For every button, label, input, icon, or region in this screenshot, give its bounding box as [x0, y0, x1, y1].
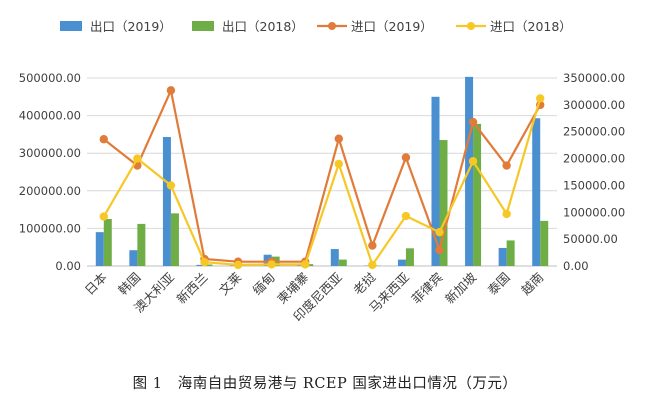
point-import-2019: [166, 86, 176, 95]
point-import-2018: [133, 154, 142, 163]
category-label: 泰国: [484, 270, 512, 298]
right-axis-tick-label: 100000.00: [563, 205, 625, 219]
point-import-2018: [401, 211, 411, 221]
point-import-2018: [435, 227, 444, 237]
legend-swatch: [60, 21, 82, 31]
point-import-2018: [334, 159, 343, 169]
bar-export-2019: [532, 118, 541, 267]
point-import-2018: [267, 260, 276, 269]
bar-export-2018: [439, 140, 448, 266]
bar-export-2019: [498, 247, 507, 266]
right-axis-tick-label: 350000.00: [563, 71, 625, 85]
bar-export-2019: [196, 264, 205, 266]
bar-export-2019: [397, 259, 406, 266]
bar-export-2018: [170, 213, 179, 266]
bar-export-2019: [129, 250, 138, 266]
figure-label: 图 1: [132, 376, 163, 392]
bar-export-2019: [330, 249, 339, 266]
figure-title: 海南自由贸易港与 RCEP 国家进出口情况（万元）: [177, 376, 518, 392]
left-axis-tick-label: 0.00: [55, 259, 81, 273]
right-axis-tick-label: 300000.00: [563, 98, 625, 112]
bar-export-2018: [473, 123, 482, 266]
left-axis-tick-label: 100000.00: [19, 221, 81, 235]
legend-label: 进口（2018）: [490, 19, 572, 34]
category-label: 缅甸: [249, 270, 277, 298]
bar-export-2018: [137, 223, 146, 266]
right-axis-tick-label: 150000.00: [563, 178, 625, 192]
category-label: 韩国: [115, 270, 143, 298]
point-import-2018: [99, 212, 108, 221]
point-import-2018: [166, 181, 176, 190]
line-import-2019: [103, 89, 542, 263]
point-import-2018: [233, 260, 243, 270]
left-axis-tick-label: 300000.00: [19, 146, 81, 160]
bar-export-2018: [103, 219, 112, 266]
point-import-2019: [435, 245, 444, 255]
legend-label: 出口（2018）: [222, 19, 304, 34]
bar-export-2018: [338, 259, 347, 266]
category-label: 菲律宾: [408, 270, 445, 307]
legend-marker: [467, 22, 475, 30]
point-import-2019: [468, 117, 478, 127]
right-axis-tick-label: 250000.00: [563, 125, 625, 139]
right-axis-tick-label: 200000.00: [563, 152, 625, 166]
bar-export-2019: [431, 96, 440, 266]
legend: 出口（2019） 出口（2018） 进口（2019） 进口（2018）: [60, 19, 572, 34]
bar-export-2018: [204, 264, 213, 266]
left-axis-tick-label: 400000.00: [19, 109, 81, 123]
point-import-2018: [468, 157, 478, 166]
bar-export-2019: [95, 232, 104, 266]
bar-export-2019: [162, 137, 171, 266]
legend-marker: [328, 22, 336, 30]
chart: 0.00 100000.00 200000.00 300000.00 400000.00…: [19, 19, 625, 324]
category-label: 新西兰: [173, 270, 210, 307]
point-import-2018: [368, 260, 377, 270]
category-label: 越南: [518, 270, 546, 298]
legend-swatch: [192, 21, 214, 31]
category-label: 新加坡: [442, 269, 479, 306]
bar-export-2019: [263, 254, 272, 266]
category-label: 日本: [82, 269, 111, 298]
point-import-2018: [502, 209, 511, 219]
category-label: 老挝: [350, 269, 379, 298]
left-axis-tick-label: 500000.00: [19, 71, 81, 85]
point-import-2018: [200, 258, 209, 267]
point-import-2019: [368, 241, 377, 250]
bar-export-2018: [506, 240, 515, 266]
left-axis-tick-label: 200000.00: [19, 184, 81, 198]
right-axis-tick-label: 0.00: [563, 259, 589, 273]
figure-caption: 图 1 海南自由贸易港与 RCEP 国家进出口情况（万元）: [0, 372, 650, 393]
bar-export-2018: [540, 220, 549, 266]
legend-label: 出口（2019）: [90, 19, 172, 34]
point-import-2018: [301, 260, 310, 269]
point-import-2019: [401, 153, 411, 162]
category-label: 文莱: [216, 270, 244, 298]
line-import-2018: [102, 98, 542, 266]
point-import-2019: [334, 134, 343, 143]
point-import-2019: [502, 161, 511, 170]
legend-label: 进口（2019）: [351, 19, 433, 34]
right-axis-tick-label: 50000.00: [563, 232, 618, 246]
point-import-2018: [536, 94, 545, 103]
point-import-2019: [99, 135, 108, 144]
bar-export-2018: [405, 248, 414, 266]
